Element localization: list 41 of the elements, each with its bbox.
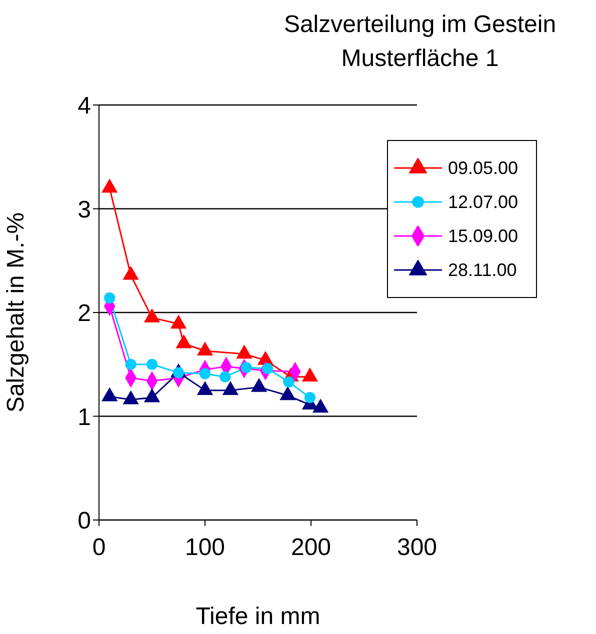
point [144,388,160,402]
legend-label: 28.11.00 [448,259,517,282]
y-axis-title: Salzgehalt in M.-% [2,212,30,413]
point [123,266,139,280]
x-tick-label: 200 [290,534,332,562]
point [104,292,116,304]
point [125,358,136,370]
point [102,179,118,193]
point [170,315,186,329]
point [240,362,252,374]
point [199,368,211,380]
point [220,371,231,382]
y-tick-label: 4 [78,92,91,120]
y-tick-label: 0 [78,508,91,535]
point [304,392,316,404]
chart-title: Salzverteilung im Gestein [282,10,558,40]
point [236,345,252,359]
point [251,378,267,392]
legend-label: 12.07.00 [448,191,518,214]
chart-subtitle: Musterfläche 1 [340,44,500,74]
point [102,388,118,402]
x-tick-label: 300 [396,534,438,562]
point [312,399,328,413]
point [197,381,213,395]
point [176,334,192,348]
x-tick-label: 100 [184,534,226,562]
y-tick-label: 1 [78,404,91,431]
point [280,386,296,400]
point [302,368,318,382]
legend-label: 09.05.00 [448,157,518,180]
y-tick-label: 3 [78,196,91,224]
legend-label: 15.09.00 [448,225,518,248]
y-tick-label: 2 [78,300,91,328]
point [123,390,139,404]
point [146,358,158,370]
x-axis-title: Tiefe in mm [196,603,320,630]
point [262,362,274,374]
point [197,342,213,356]
point [222,381,238,395]
point [283,376,294,388]
point [144,308,160,322]
